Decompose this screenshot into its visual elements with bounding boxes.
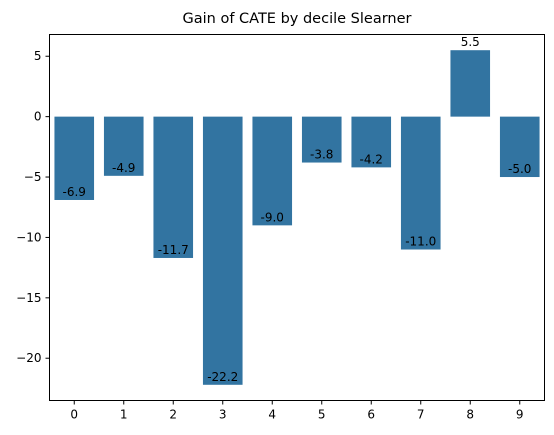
data-label-3: -22.2 [207, 370, 238, 384]
data-label-0: -6.9 [63, 185, 86, 199]
data-label-9: -5.0 [508, 162, 531, 176]
data-labels-group: -6.9 -4.9 -11.7 -22.2 -9.0 -3.8 -4.2 -11.0 5.5 -5… [63, 35, 532, 384]
bar-8 [450, 50, 491, 117]
y-axis: 5 0 −5 −10 −15 −20 [16, 49, 50, 365]
data-label-8: 5.5 [461, 35, 480, 49]
bars-group [54, 50, 540, 385]
bar-0 [54, 116, 95, 200]
x-tick-label-9: 9 [516, 408, 524, 422]
x-tick-label-0: 0 [70, 408, 78, 422]
data-label-4: -9.0 [261, 210, 284, 224]
bar-9 [499, 116, 540, 178]
y-tick-label-2: −5 [24, 170, 42, 184]
bar-6 [351, 116, 392, 168]
bar-5 [301, 116, 342, 163]
data-label-6: -4.2 [360, 152, 383, 166]
y-tick-label-5: −20 [16, 351, 41, 365]
x-tick-label-8: 8 [466, 408, 474, 422]
y-tick-label-1: 0 [34, 110, 42, 124]
x-tick-label-6: 6 [367, 408, 375, 422]
x-tick-label-2: 2 [169, 408, 177, 422]
x-tick-label-7: 7 [417, 408, 425, 422]
x-axis: 0 1 2 3 4 5 6 7 8 9 [70, 400, 524, 422]
data-label-5: -3.8 [310, 148, 333, 162]
x-tick-label-1: 1 [120, 408, 128, 422]
data-label-2: -11.7 [158, 243, 189, 257]
bar-2 [153, 116, 194, 258]
y-tick-label-0: 5 [34, 49, 42, 63]
x-tick-label-3: 3 [219, 408, 227, 422]
chart-title: Gain of CATE by decile Slearner [183, 11, 412, 27]
x-tick-label-4: 4 [268, 408, 276, 422]
data-label-1: -4.9 [112, 161, 135, 175]
y-tick-label-4: −15 [16, 291, 41, 305]
bar-1 [103, 116, 144, 176]
y-tick-label-3: −10 [16, 230, 41, 244]
data-label-7: -11.0 [405, 235, 436, 249]
plot-frame [49, 34, 545, 401]
bar-3 [202, 116, 243, 385]
bar-7 [400, 116, 441, 250]
x-tick-label-5: 5 [318, 408, 326, 422]
bar-4 [252, 116, 293, 226]
